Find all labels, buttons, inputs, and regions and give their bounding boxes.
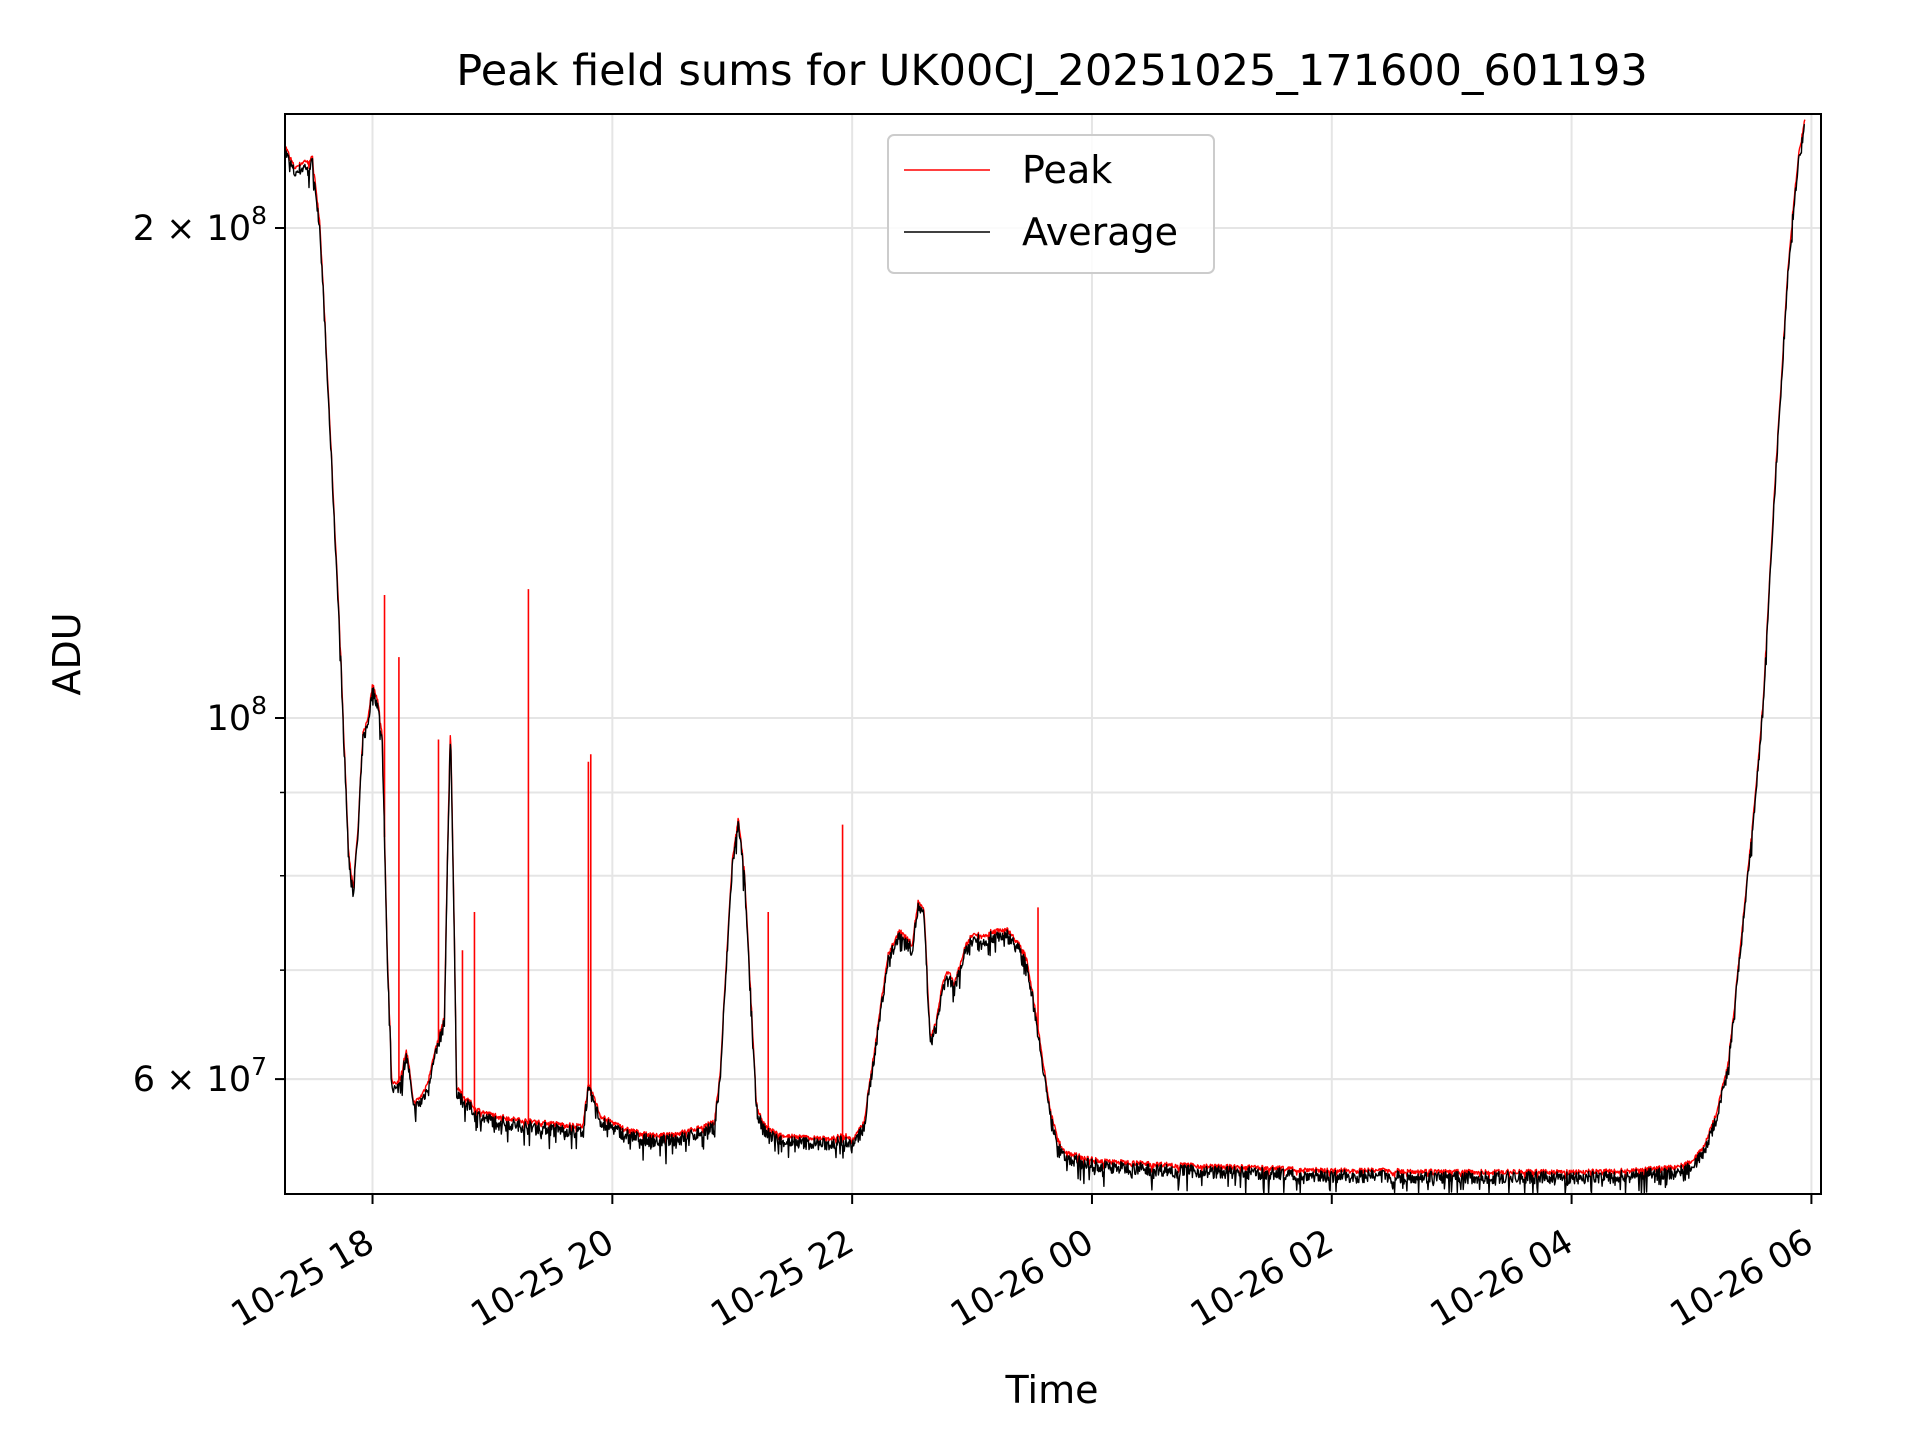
x-axis: 10-25 18 10-25 20 10-25 22 10-26 00 10-26 02… [225, 1194, 1820, 1335]
y-tick-label: 6 × 107 [133, 1052, 267, 1100]
x-tick-label: 10-25 20 [465, 1222, 621, 1335]
x-tick-label: 10-26 06 [1664, 1222, 1820, 1335]
grid [285, 114, 1821, 1194]
legend-average-label: Average [1022, 210, 1178, 254]
legend: Peak Average [887, 134, 1215, 274]
x-tick-label: 10-25 18 [225, 1222, 381, 1335]
peak-series-line [284, 119, 1806, 1182]
x-tick-label: 10-25 22 [704, 1222, 860, 1335]
y-axis: 2 × 108 108 6 × 107 [133, 201, 285, 1100]
x-tick-label: 10-26 02 [1184, 1222, 1340, 1335]
x-tick-label: 10-26 00 [944, 1222, 1100, 1335]
legend-peak-label: Peak [1022, 148, 1112, 192]
y-tick-label: 2 × 108 [133, 201, 267, 249]
chart-title: Peak field sums for UK00CJ_20251025_1716… [456, 46, 1647, 96]
plot-frame [284, 113, 1822, 1195]
x-axis-label: Time [1005, 1368, 1099, 1412]
y-axis-label: ADU [45, 612, 89, 695]
average-series-line [284, 123, 1806, 1195]
x-tick-label: 10-26 04 [1424, 1222, 1580, 1335]
plot-lines [284, 119, 1806, 1195]
y-tick-label: 108 [207, 691, 267, 739]
